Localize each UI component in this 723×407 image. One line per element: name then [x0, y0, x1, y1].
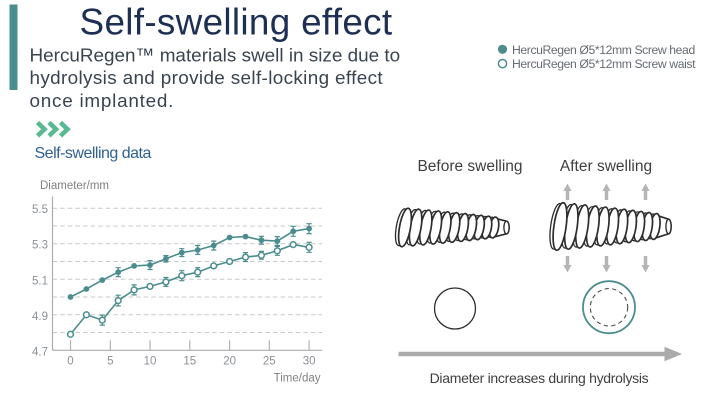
svg-text:4.7: 4.7 — [32, 346, 48, 358]
svg-text:hydrolysis and provide self-lo: hydrolysis and provide self-locking effe… — [30, 68, 384, 89]
svg-text:Time/day: Time/day — [274, 372, 321, 384]
svg-text:10: 10 — [144, 355, 157, 367]
svg-text:5.3: 5.3 — [32, 240, 48, 252]
svg-text:Self-swelling effect: Self-swelling effect — [80, 2, 393, 43]
svg-text:5.1: 5.1 — [32, 275, 48, 287]
svg-text:5.5: 5.5 — [32, 204, 48, 216]
svg-text:0: 0 — [67, 355, 73, 367]
svg-text:Before swelling: Before swelling — [417, 158, 522, 175]
svg-text:HercuRegen Ø5*12mm Screw head: HercuRegen Ø5*12mm Screw head — [512, 43, 695, 57]
svg-text:15: 15 — [183, 355, 196, 367]
svg-text:25: 25 — [263, 355, 276, 367]
svg-text:After swelling: After swelling — [560, 158, 652, 175]
svg-text:once implanted.: once implanted. — [30, 91, 175, 112]
svg-text:HercuRegen Ø5*12mm Screw waist: HercuRegen Ø5*12mm Screw waist — [512, 57, 696, 71]
svg-text:20: 20 — [223, 355, 236, 367]
svg-text:Diameter/mm: Diameter/mm — [40, 180, 109, 192]
svg-text:30: 30 — [303, 355, 316, 367]
svg-text:4.9: 4.9 — [32, 311, 48, 323]
svg-text:Diameter increases during hydr: Diameter increases during hydrolysis — [430, 370, 649, 386]
svg-text:HercuRegen™ materials swell in: HercuRegen™ materials swell in size due … — [30, 45, 401, 66]
svg-text:5: 5 — [107, 355, 113, 367]
svg-text:Self-swelling data: Self-swelling data — [35, 145, 152, 162]
